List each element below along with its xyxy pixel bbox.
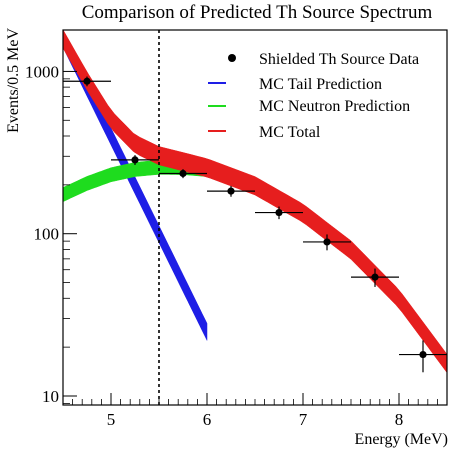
data-point [399, 340, 447, 373]
data-point [255, 206, 303, 220]
mc-bands [63, 30, 447, 374]
point-marker [371, 273, 379, 281]
legend-label-tail: MC Tail Prediction [259, 76, 382, 93]
point-marker [323, 238, 331, 246]
legend-label-data: Shielded Th Source Data [259, 51, 419, 68]
band-total [63, 30, 447, 374]
point-marker [131, 156, 139, 164]
axis-ticks: 5 6 7 8 10 100 1000 [25, 62, 448, 429]
x-tick-label: 7 [299, 410, 308, 429]
x-tick-label: 5 [107, 410, 116, 429]
chart-title: Comparison of Predicted Th Source Spectr… [82, 2, 433, 23]
legend-marker-data [228, 54, 236, 62]
data-point [111, 155, 159, 166]
point-marker [275, 208, 283, 217]
data-point [159, 169, 207, 179]
data-point [351, 268, 399, 287]
legend-label-neutron: MC Neutron Prediction [259, 98, 410, 115]
data-points [63, 76, 447, 373]
x-tick-label: 8 [395, 410, 404, 429]
y-tick-label: 10 [42, 387, 59, 406]
legend-label-total: MC Total [259, 124, 321, 141]
plot-frame [62, 29, 448, 406]
data-point [63, 76, 111, 87]
y-axis-label: Events/0.5 MeV [5, 28, 22, 133]
x-axis-label: Energy (MeV) [355, 431, 448, 448]
point-marker [227, 187, 235, 195]
point-marker [419, 350, 427, 359]
data-point [207, 185, 255, 197]
y-tick-label: 100 [34, 225, 60, 244]
y-tick-label: 1000 [25, 62, 59, 81]
x-tick-label: 6 [203, 410, 212, 429]
data-point [303, 234, 351, 251]
legend: Shielded Th Source Data MC Tail Predicti… [208, 51, 419, 141]
point-marker [179, 169, 187, 178]
point-marker [83, 77, 91, 85]
